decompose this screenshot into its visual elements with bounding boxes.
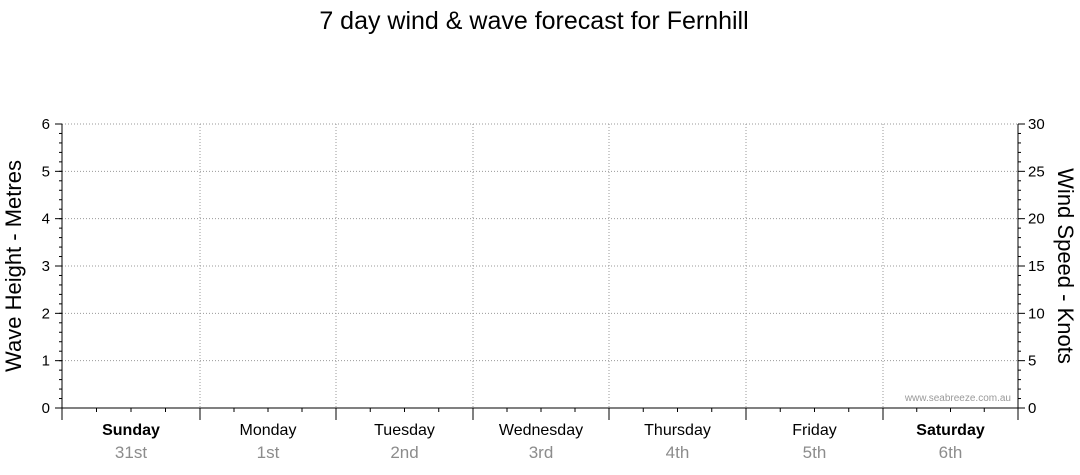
date-label: 6th [939,443,963,462]
day-axis: Sunday 31st Monday 1st Tuesday 2nd Wednesday 3r… [61,408,1019,462]
right-axis-title: Wind Speed - Knots [1053,168,1078,364]
day-label: Tuesday [374,422,435,439]
left-tick-label: 1 [42,353,50,370]
day-label: Thursday [644,422,711,439]
day-label: Friday [792,422,836,439]
right-tick-label: 30 [1028,116,1045,133]
right-tick-label: 15 [1028,258,1045,275]
left-tick-label: 2 [42,305,50,322]
right-tick-label: 25 [1028,163,1045,180]
left-tick-label: 6 [42,116,50,133]
right-tick-label: 5 [1028,353,1036,370]
right-tick-label: 0 [1028,400,1036,417]
left-axis: 0 1 2 3 4 5 6 [42,116,62,417]
chart-title: 7 day wind & wave forecast for Fernhill [319,7,748,35]
day-label: Monday [240,422,297,439]
left-tick-label: 5 [42,163,50,180]
date-label: 5th [803,443,827,462]
left-tick-label: 0 [42,400,50,417]
left-axis-title: Wave Height - Metres [1,160,26,372]
date-label: 4th [666,443,690,462]
right-tick-label: 20 [1028,211,1045,228]
watermark: www.seabreeze.com.au [904,393,1011,404]
right-axis: 0 5 10 15 20 25 30 [1018,116,1045,417]
day-label: Sunday [102,422,160,439]
left-tick-label: 4 [42,211,50,228]
right-tick-label: 10 [1028,305,1045,322]
date-label: 3rd [529,443,554,462]
date-label: 1st [257,443,280,462]
grid [62,123,1018,408]
day-label: Saturday [916,422,985,439]
date-label: 2nd [390,443,418,462]
left-tick-label: 3 [42,258,50,275]
day-label: Wednesday [499,422,583,439]
date-label: 31st [115,443,147,462]
